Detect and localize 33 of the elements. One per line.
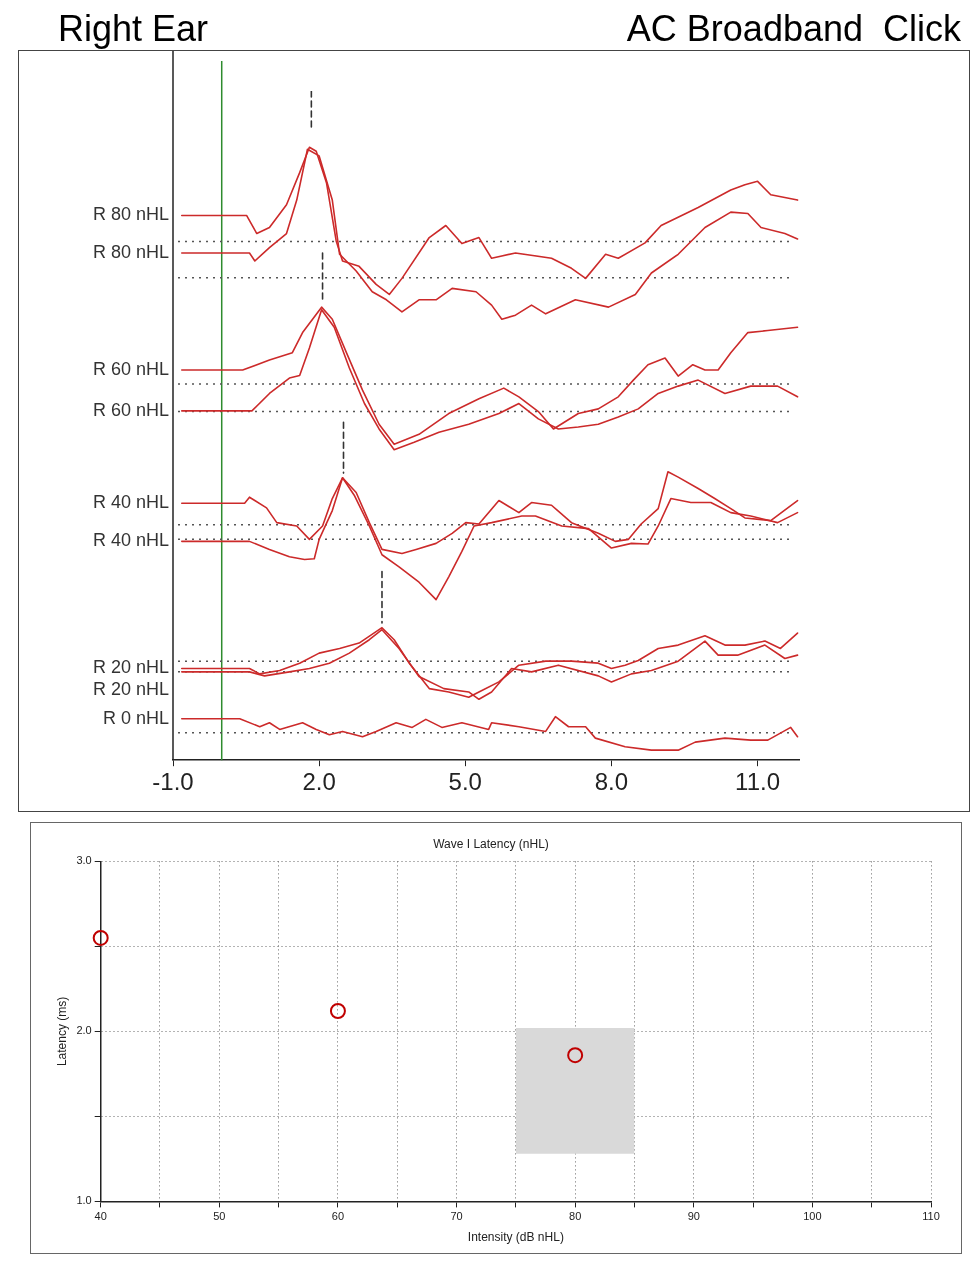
x-tick-label: 50 <box>213 1210 226 1223</box>
x-tick-label: 90 <box>687 1210 700 1223</box>
x-tick-label: 110 <box>922 1210 940 1223</box>
series-label: R 20 nHL <box>92 657 169 678</box>
x-tick-label: 70 <box>450 1210 463 1223</box>
point <box>567 1047 584 1064</box>
series-label: R 60 nHL <box>92 399 169 420</box>
series-label: R 40 nHL <box>92 492 169 513</box>
x-tick-label: 100 <box>803 1210 822 1223</box>
y-tick-label: 1.0 <box>76 1194 92 1207</box>
x-tick-label: 80 <box>569 1210 582 1223</box>
series-label: R 20 nHL <box>92 679 169 700</box>
point <box>92 929 109 946</box>
series-label: R 60 nHL <box>92 359 169 380</box>
y-tick-label: 2.0 <box>76 1024 92 1037</box>
series-label: R 80 nHL <box>92 204 169 225</box>
y-tick-label: 3.0 <box>76 854 92 867</box>
chart-subtitle: AC Broadband Click <box>626 8 961 50</box>
series-label: R 40 nHL <box>92 530 169 551</box>
x-tick-label: 8.0 <box>594 768 629 796</box>
y-axis-title: Latency (ms) <box>54 996 69 1067</box>
x-tick-label: 60 <box>331 1210 345 1223</box>
x-axis-title: Intensity (dB nHL) <box>467 1230 564 1245</box>
chart-title: Right Ear <box>58 8 209 50</box>
chart-title: Wave I Latency (nHL) <box>433 836 549 851</box>
x-tick-label: 5.0 <box>448 768 482 796</box>
x-tick-label: 11.0 <box>735 768 781 796</box>
x-tick-label: 40 <box>94 1210 107 1223</box>
point <box>329 1003 346 1019</box>
x-tick-label: 2.0 <box>302 768 336 796</box>
x-tick-label: -1.0 <box>152 768 194 796</box>
series-label: R 80 nHL <box>92 241 169 262</box>
series-label: R 0 nHL <box>102 707 169 728</box>
